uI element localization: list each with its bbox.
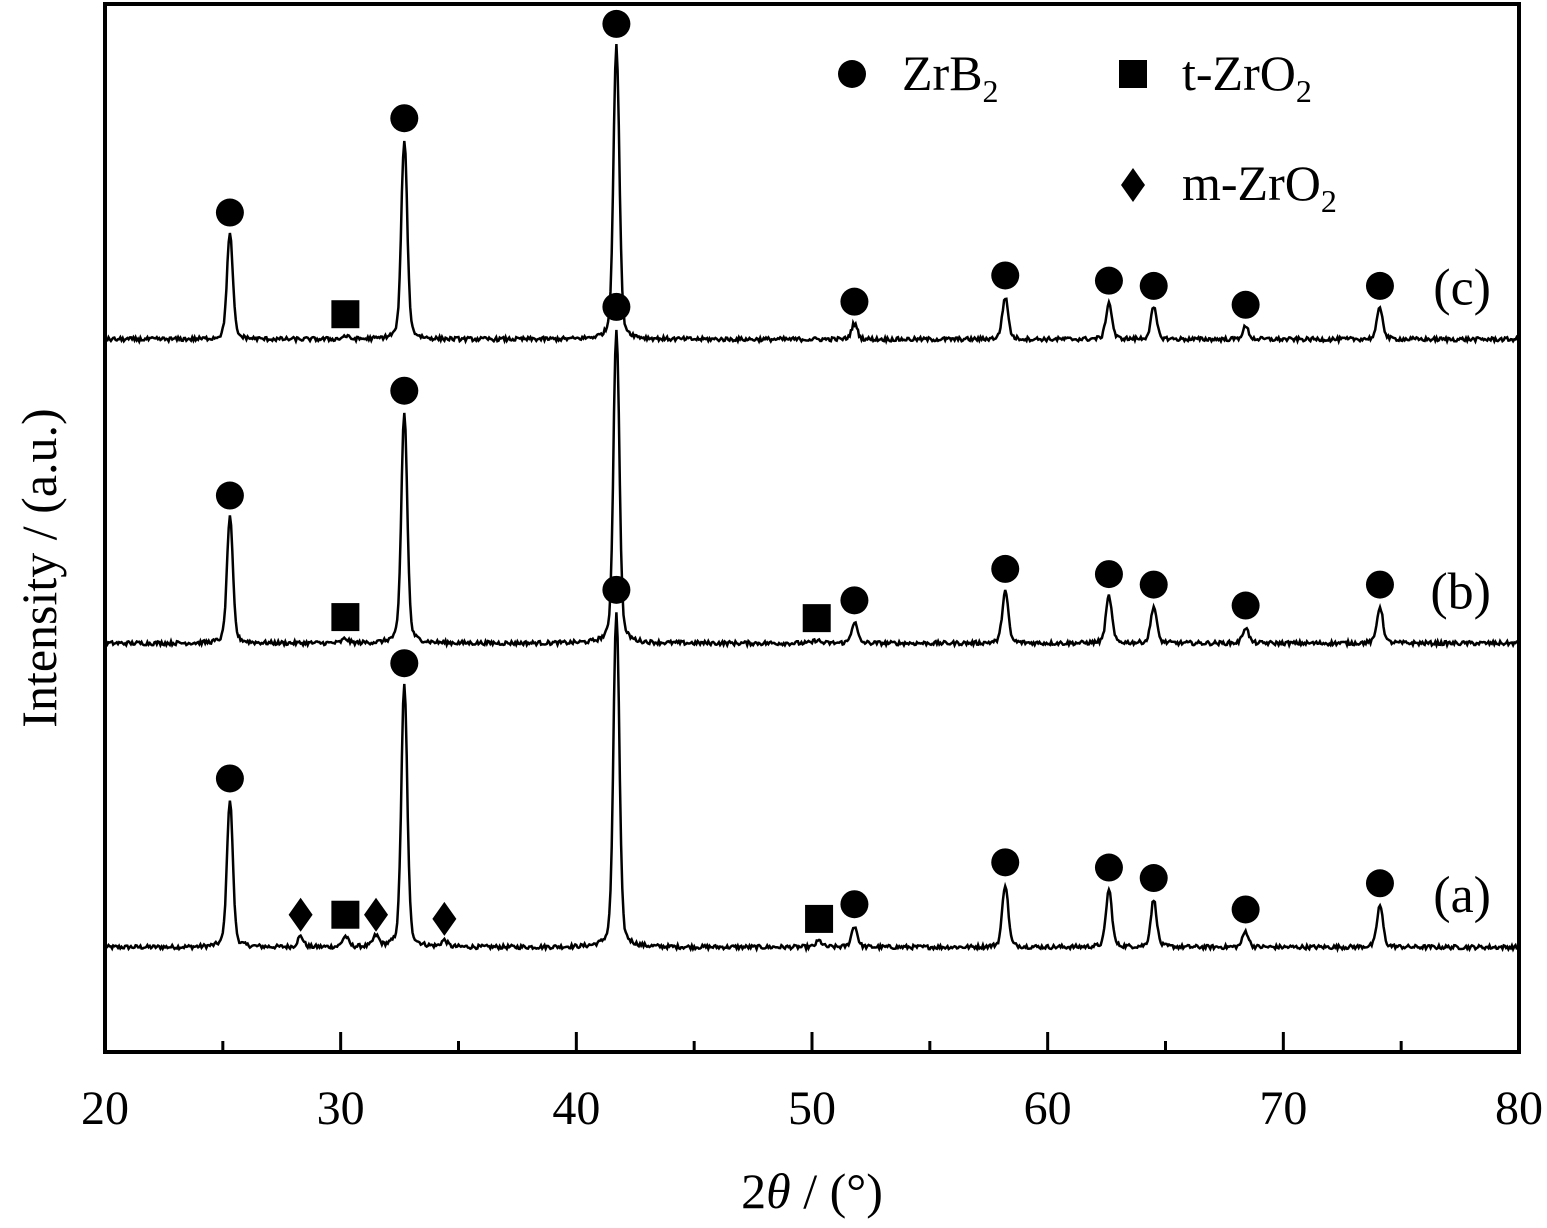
peak-marker-zrb2 — [602, 575, 631, 604]
peak-marker-zrb2 — [1094, 266, 1123, 295]
peak-marker-zrb2 — [1231, 895, 1260, 924]
x-axis-label-suffix: / (°) — [791, 1163, 883, 1219]
peak-marker-zrb2 — [215, 764, 244, 793]
peak-marker-zrb2 — [215, 198, 244, 227]
legend-entry-text: t-ZrO — [1182, 45, 1296, 101]
peak-marker-m-zro2 — [288, 897, 313, 932]
peak-marker-zrb2 — [1094, 853, 1123, 882]
peak-marker-t-zro2 — [331, 603, 360, 632]
peak-marker-zrb2 — [1094, 560, 1123, 589]
peak-marker-m-zro2 — [364, 897, 389, 932]
peak-marker-zrb2 — [602, 9, 631, 38]
series-label: (a) — [1433, 867, 1491, 924]
pattern-line-2 — [103, 329, 1521, 650]
peak-marker-zrb2 — [1139, 570, 1168, 599]
peak-marker-t-zro2 — [802, 604, 831, 633]
plot-area — [103, 9, 1521, 954]
legend-entry: ZrB2 — [902, 45, 999, 109]
legend-marker-circle-icon — [838, 60, 866, 88]
peak-marker-zrb2 — [390, 376, 419, 405]
peak-marker-t-zro2 — [331, 300, 360, 329]
peak-marker-zrb2 — [1231, 290, 1260, 319]
x-tick-label: 20 — [81, 1082, 129, 1135]
series-label: (c) — [1433, 259, 1491, 316]
x-tick-label: 70 — [1259, 1082, 1307, 1135]
x-axis-label: 2θ / (°) — [741, 1163, 883, 1219]
legend-entry-text: m-ZrO — [1182, 155, 1321, 211]
peak-marker-zrb2 — [1231, 591, 1260, 620]
peak-marker-zrb2 — [991, 261, 1020, 290]
peak-marker-m-zro2 — [432, 901, 457, 936]
x-tick-label: 30 — [317, 1082, 365, 1135]
peak-marker-t-zro2 — [805, 904, 834, 933]
x-axis-label-symbol: θ — [766, 1163, 791, 1219]
legend-entry-subscript: 2 — [1321, 183, 1337, 219]
series-labels: (a) (b) (c) — [1430, 259, 1491, 924]
pattern-line-3 — [104, 43, 1520, 346]
legend-entry-subscript: 2 — [983, 73, 999, 109]
legend-entry-text: ZrB — [902, 45, 983, 101]
legend-entry-subscript: 2 — [1296, 73, 1312, 109]
peak-marker-zrb2 — [1139, 271, 1168, 300]
legend-marker-diamond-icon — [1121, 168, 1145, 202]
x-tick-label: 40 — [552, 1082, 600, 1135]
peak-marker-zrb2 — [840, 287, 869, 316]
x-axis-ticks — [221, 1032, 1403, 1052]
x-tick-label: 80 — [1495, 1082, 1543, 1135]
legend-entry: m-ZrO2 — [1182, 155, 1337, 219]
peak-marker-zrb2 — [991, 554, 1020, 583]
peak-marker-zrb2 — [390, 649, 419, 678]
peak-marker-zrb2 — [390, 104, 419, 133]
legend-marker-square-icon — [1119, 60, 1147, 88]
peak-marker-zrb2 — [602, 292, 631, 321]
peak-marker-t-zro2 — [331, 900, 360, 929]
x-axis-tick-labels: 20 30 40 50 60 70 80 — [81, 1082, 1543, 1135]
peak-marker-zrb2 — [215, 481, 244, 510]
peak-marker-zrb2 — [1365, 271, 1394, 300]
x-tick-label: 60 — [1024, 1082, 1072, 1135]
peak-marker-zrb2 — [840, 890, 869, 919]
peak-marker-zrb2 — [1365, 869, 1394, 898]
pattern-line-1 — [104, 612, 1520, 954]
series-label: (b) — [1430, 563, 1491, 620]
x-tick-label: 50 — [788, 1082, 836, 1135]
peak-marker-zrb2 — [840, 586, 869, 615]
y-axis-label: Intensity / (a.u.) — [11, 408, 67, 727]
peak-marker-zrb2 — [991, 848, 1020, 877]
x-axis-label-prefix: 2 — [741, 1163, 766, 1219]
peak-marker-zrb2 — [1139, 864, 1168, 893]
legend-entry: t-ZrO2 — [1182, 45, 1312, 109]
peak-marker-zrb2 — [1365, 570, 1394, 599]
